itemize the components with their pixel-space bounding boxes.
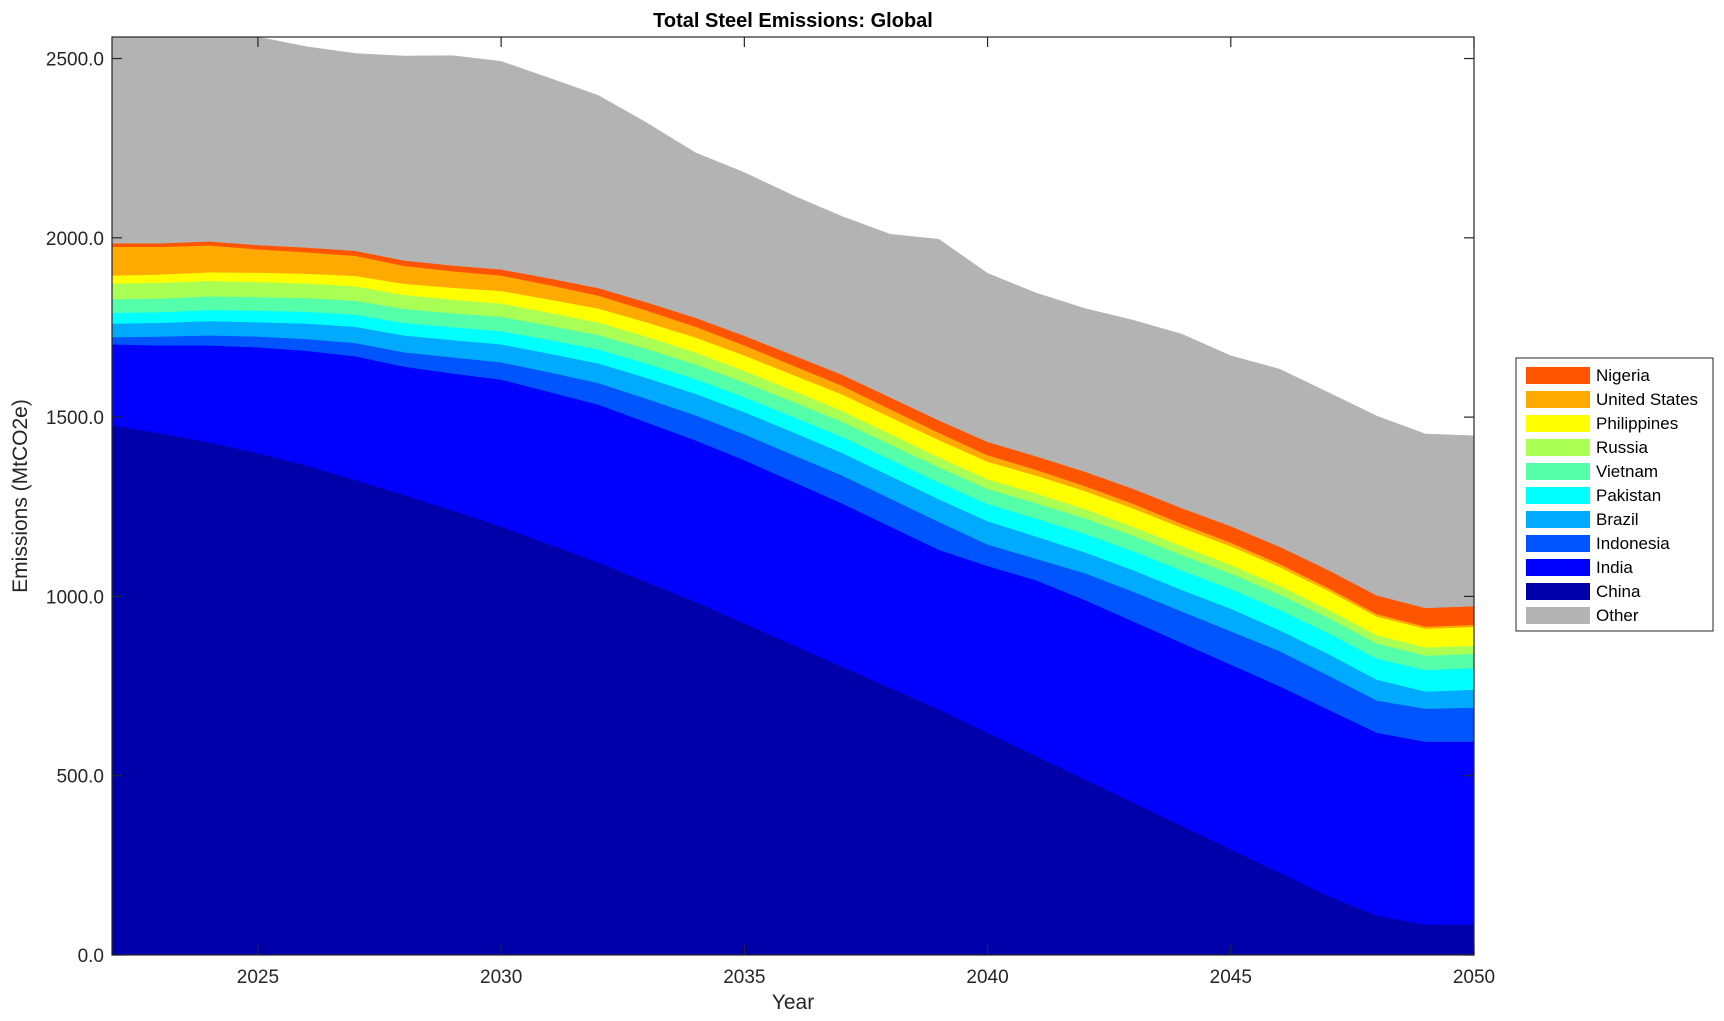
x-tick-label: 2045 (1210, 967, 1252, 988)
y-tick-label: 1000.0 (46, 587, 104, 608)
y-tick-label: 2000.0 (46, 229, 104, 250)
x-tick-label: 2050 (1453, 967, 1495, 988)
legend-swatch-india (1526, 559, 1590, 576)
x-tick-label: 2040 (966, 967, 1008, 988)
legend-swatch-pakistan (1526, 487, 1590, 504)
y-tick-label: 1500.0 (46, 408, 104, 429)
legend-swatch-indonesia (1526, 535, 1590, 552)
y-tick-label: 0.0 (78, 946, 104, 967)
series-areas (111, 36, 1475, 956)
legend-swatch-brazil (1526, 511, 1590, 528)
x-tick-label: 2030 (480, 967, 522, 988)
legend-label-nigeria: Nigeria (1596, 366, 1650, 385)
chart-title: Total Steel Emissions: Global (653, 10, 933, 32)
legend-label-brazil: Brazil (1596, 510, 1639, 529)
legend-label-philippines: Philippines (1596, 414, 1678, 433)
legend-swatch-united-states (1526, 391, 1590, 408)
legend-label-russia: Russia (1596, 438, 1649, 457)
legend-label-vietnam: Vietnam (1596, 462, 1658, 481)
legend: Nigeria United States Philippines Russia Vie… (1515, 357, 1714, 632)
legend-label-other: Other (1596, 606, 1639, 625)
axis-ticks: 2025 2030 2035 2040 2045 2050 0.0 500.0 1000.0 15… (46, 37, 1495, 988)
legend-swatch-russia (1526, 439, 1590, 456)
legend-swatch-china (1526, 583, 1590, 600)
y-tick-label: 2500.0 (46, 50, 104, 71)
legend-label-china: China (1596, 582, 1641, 601)
legend-label-pakistan: Pakistan (1596, 486, 1661, 505)
legend-label-indonesia: Indonesia (1596, 534, 1670, 553)
legend-label-india: India (1596, 558, 1633, 577)
x-axis-label: Year (772, 991, 814, 1014)
legend-label-united-states: United States (1596, 390, 1698, 409)
legend-swatch-other (1526, 607, 1590, 624)
legend-swatch-nigeria (1526, 367, 1590, 384)
legend-swatch-vietnam (1526, 463, 1590, 480)
y-tick-label: 500.0 (56, 767, 104, 788)
legend-swatch-philippines (1526, 415, 1590, 432)
x-tick-label: 2025 (237, 967, 279, 988)
x-tick-label: 2035 (723, 967, 765, 988)
plot-frame (111, 36, 1475, 956)
y-axis-label: Emissions (MtCO2e) (9, 399, 32, 593)
